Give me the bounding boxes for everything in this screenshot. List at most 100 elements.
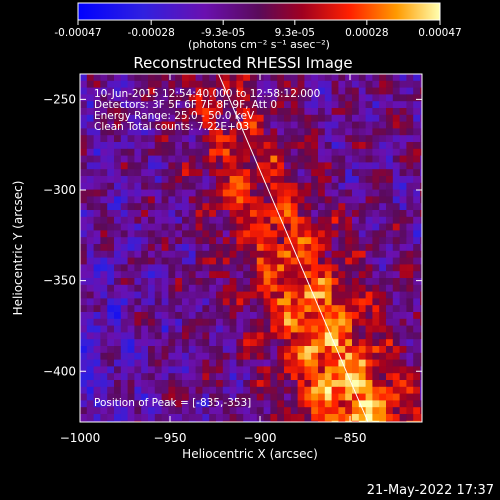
heatmap-cell [297,87,305,95]
heatmap-cell [161,325,169,333]
annotation-block: 10-Jun-2015 12:54:40.000 to 12:58:12.000… [94,88,320,133]
heatmap-cell [114,121,122,129]
heatmap-cell [100,373,108,381]
heatmap-cell [304,74,312,82]
heatmap-cell [216,393,224,401]
heatmap-cell [358,114,366,122]
heatmap-cell [304,250,312,258]
heatmap-cell [420,203,422,211]
heatmap-cell [161,298,169,306]
heatmap-cell [80,278,88,286]
heatmap-cell [358,407,366,415]
heatmap-cell [148,359,156,367]
heatmap-cell [209,128,217,136]
heatmap-cell [331,182,339,190]
heatmap-cell [250,80,258,88]
heatmap-cell [114,298,122,306]
heatmap-cell [141,237,149,245]
heatmap-cell [277,80,285,88]
heatmap-cell [352,87,360,95]
heatmap-cell [277,250,285,258]
heatmap-cell [256,128,264,136]
heatmap-cell [100,189,108,197]
heatmap-cell [311,189,319,197]
heatmap-cell [120,142,128,150]
heatmap-cell [202,278,210,286]
heatmap-cell [141,210,149,218]
heatmap-cell [284,352,292,360]
heatmap-cell [413,339,421,347]
heatmap-cell [358,223,366,231]
heatmap-cell [392,359,400,367]
heatmap-cell [154,414,162,422]
heatmap-cell [80,169,88,177]
heatmap-cell [318,121,326,129]
heatmap-cell [114,264,122,272]
heatmap-cell [120,420,128,422]
heatmap-cell [331,400,339,408]
heatmap-cell [175,162,183,170]
heatmap-cell [284,135,292,143]
heatmap-cell [345,74,353,82]
heatmap-cell [236,407,244,415]
heatmap-cell [243,380,251,388]
heatmap-cell [399,94,407,102]
heatmap-cell [352,393,360,401]
heatmap-cell [290,305,298,313]
heatmap-cell [263,298,271,306]
heatmap-cell [209,80,217,88]
heatmap-cell [284,94,292,102]
heatmap-cell [311,271,319,279]
heatmap-cell [372,386,380,394]
heatmap-cell [188,203,196,211]
heatmap-cell [195,176,203,184]
heatmap-cell [250,155,258,163]
heatmap-cell [263,203,271,211]
heatmap-cell [202,162,210,170]
heatmap-cell [372,121,380,129]
heatmap-cell [100,74,108,82]
heatmap-cell [154,373,162,381]
heatmap-cell [202,101,210,109]
heatmap-cell [229,325,237,333]
heatmap-cell [114,420,122,422]
heatmap-cell [93,386,101,394]
heatmap-cell [365,346,373,354]
heatmap-cell [413,332,421,340]
heatmap-cell [406,135,414,143]
heatmap-cell [182,244,190,252]
heatmap-cell [250,305,258,313]
heatmap-cell [399,176,407,184]
heatmap-cell [141,291,149,299]
heatmap-cell [413,250,421,258]
heatmap-cell [141,230,149,238]
heatmap-cell [338,332,346,340]
heatmap-cell [358,148,366,156]
heatmap-cell [93,128,101,136]
heatmap-cell [386,196,394,204]
heatmap-cell [311,291,319,299]
heatmap-cell [318,216,326,224]
heatmap-cell [107,284,115,292]
heatmap-cell [229,359,237,367]
heatmap-cell [175,196,183,204]
heatmap-cell [413,284,421,292]
heatmap-cell [93,278,101,286]
heatmap-cell [406,203,414,211]
heatmap-cell [100,114,108,122]
heatmap-cell [154,278,162,286]
heatmap-cell [392,169,400,177]
heatmap-cell [175,271,183,279]
heatmap-cell [386,216,394,224]
heatmap-cell [270,250,278,258]
heatmap-cell [188,305,196,313]
heatmap-cell [284,223,292,231]
heatmap-cell [324,230,332,238]
heatmap-cell [202,312,210,320]
heatmap-cell [318,223,326,231]
heatmap-cell [372,414,380,422]
heatmap-cell [365,101,373,109]
heatmap-cell [379,80,387,88]
heatmap-cell [86,114,94,122]
heatmap-cell [120,373,128,381]
